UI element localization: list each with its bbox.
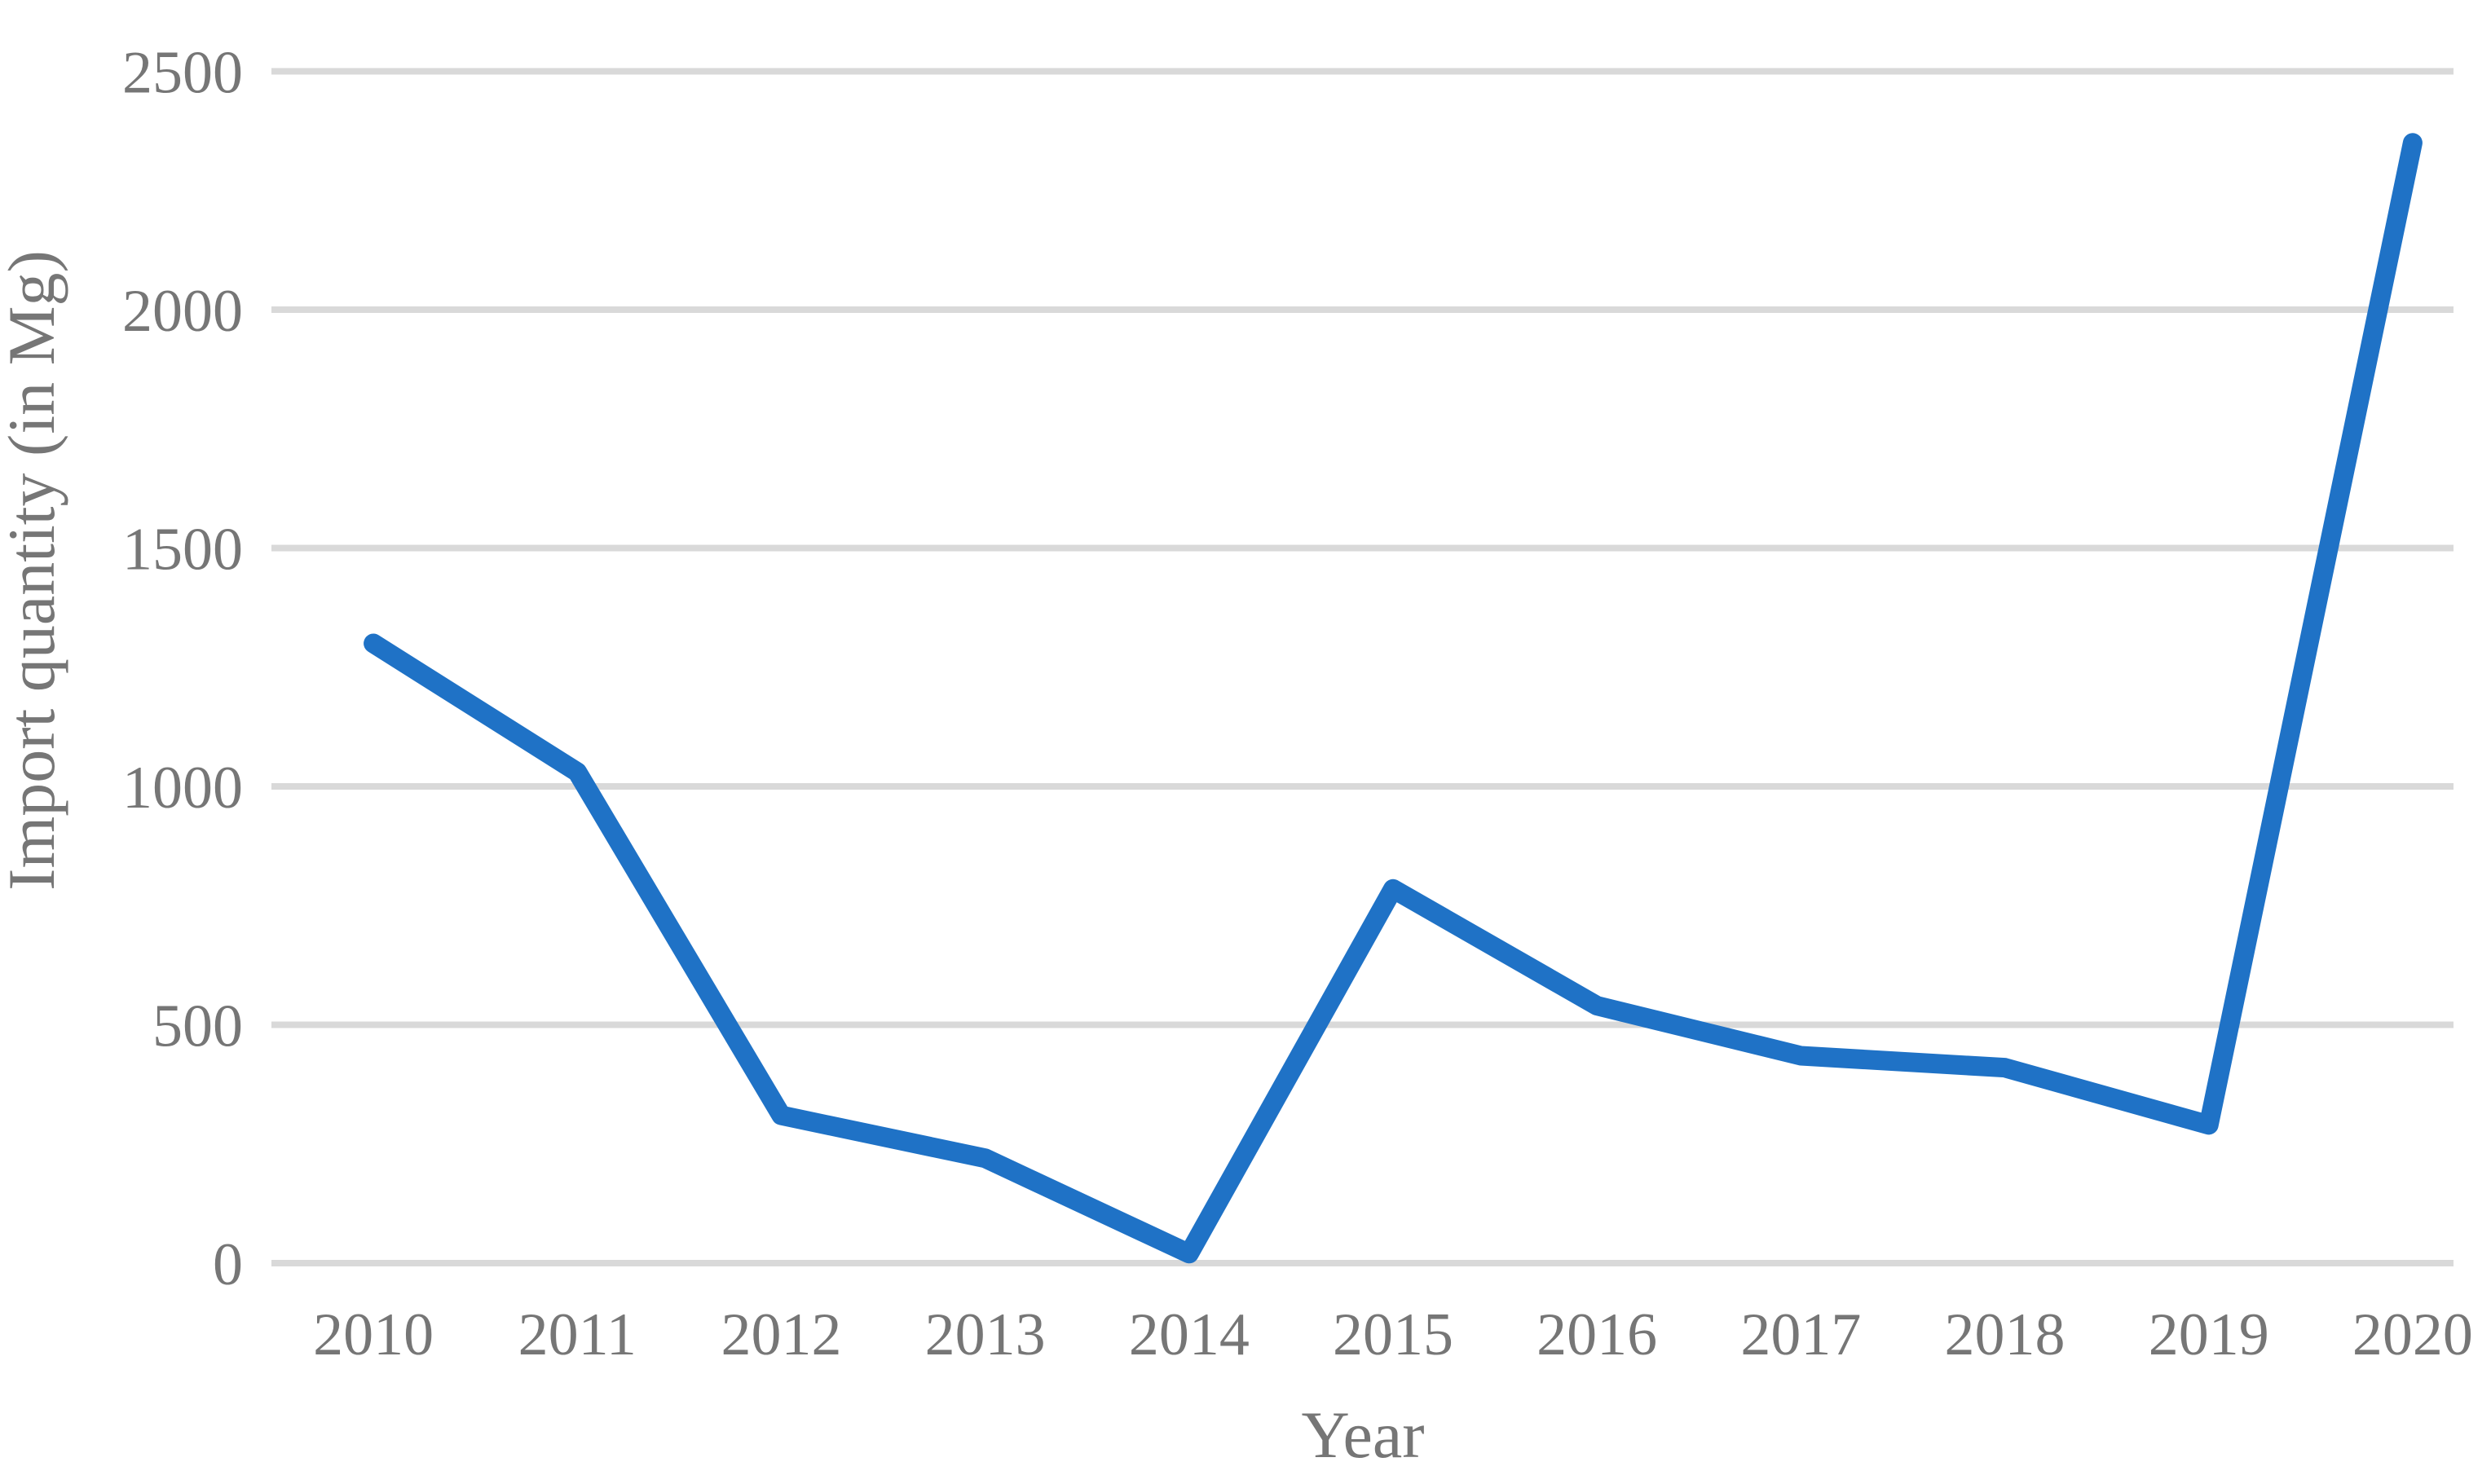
x-tick-label: 2017	[1740, 1301, 1861, 1368]
x-tick-label: 2015	[1333, 1301, 1453, 1368]
y-tick-label: 2000	[122, 278, 243, 345]
x-tick-label: 2012	[721, 1301, 841, 1368]
x-axis-title: Year	[1301, 1398, 1424, 1472]
y-tick-label: 500	[152, 993, 243, 1060]
y-tick-label: 1500	[122, 517, 243, 583]
series-polyline	[364, 133, 2423, 1264]
x-tick-label: 2014	[1129, 1301, 1250, 1368]
x-tick-label: 2013	[925, 1301, 1046, 1368]
x-axis-tick-labels: 2010 2011 2012 2013 2014 2015 2016 2017 2018 2019…	[313, 1301, 2473, 1368]
x-tick-label: 2011	[518, 1301, 637, 1368]
x-tick-label: 2016	[1536, 1301, 1657, 1368]
x-tick-label: 2019	[2149, 1301, 2269, 1368]
y-axis-tick-labels: 0 500 1000 1500 2000 2500	[122, 40, 243, 1299]
x-tick-label: 2020	[2352, 1301, 2473, 1368]
horizontal-gridlines	[271, 68, 2454, 1266]
data-series-line	[364, 133, 2423, 1264]
y-tick-label: 2500	[122, 40, 243, 107]
y-tick-label: 0	[213, 1231, 243, 1298]
x-tick-label: 2010	[313, 1301, 434, 1368]
x-tick-label: 2018	[1945, 1301, 2066, 1368]
y-tick-label: 1000	[122, 755, 243, 821]
y-axis-title: Import quantity (in Mg)	[0, 250, 68, 891]
